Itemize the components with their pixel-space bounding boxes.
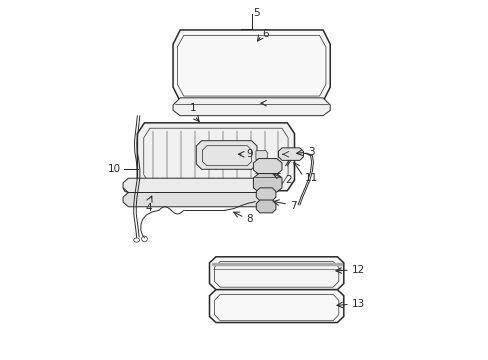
Polygon shape xyxy=(255,151,267,159)
Text: 2: 2 xyxy=(285,175,292,185)
Polygon shape xyxy=(173,98,329,116)
Text: 9: 9 xyxy=(246,149,252,159)
Polygon shape xyxy=(209,290,343,323)
Text: 10: 10 xyxy=(108,164,121,174)
Polygon shape xyxy=(209,257,343,290)
Polygon shape xyxy=(278,148,303,160)
Text: 7: 7 xyxy=(290,201,296,211)
Polygon shape xyxy=(137,123,294,191)
Polygon shape xyxy=(123,178,264,193)
Text: 6: 6 xyxy=(262,28,268,39)
Text: 12: 12 xyxy=(351,265,364,275)
Polygon shape xyxy=(256,200,275,213)
Polygon shape xyxy=(253,158,282,174)
Text: 1: 1 xyxy=(189,103,196,113)
Text: 8: 8 xyxy=(246,214,252,224)
Text: 5: 5 xyxy=(253,8,259,18)
Text: 3: 3 xyxy=(307,147,314,157)
Polygon shape xyxy=(173,30,329,102)
Polygon shape xyxy=(264,176,276,186)
Polygon shape xyxy=(123,193,264,207)
Text: 11: 11 xyxy=(304,173,317,183)
Polygon shape xyxy=(196,141,257,169)
Text: 13: 13 xyxy=(351,299,364,309)
Polygon shape xyxy=(253,174,282,192)
Text: 4: 4 xyxy=(145,203,152,213)
Polygon shape xyxy=(256,188,275,201)
